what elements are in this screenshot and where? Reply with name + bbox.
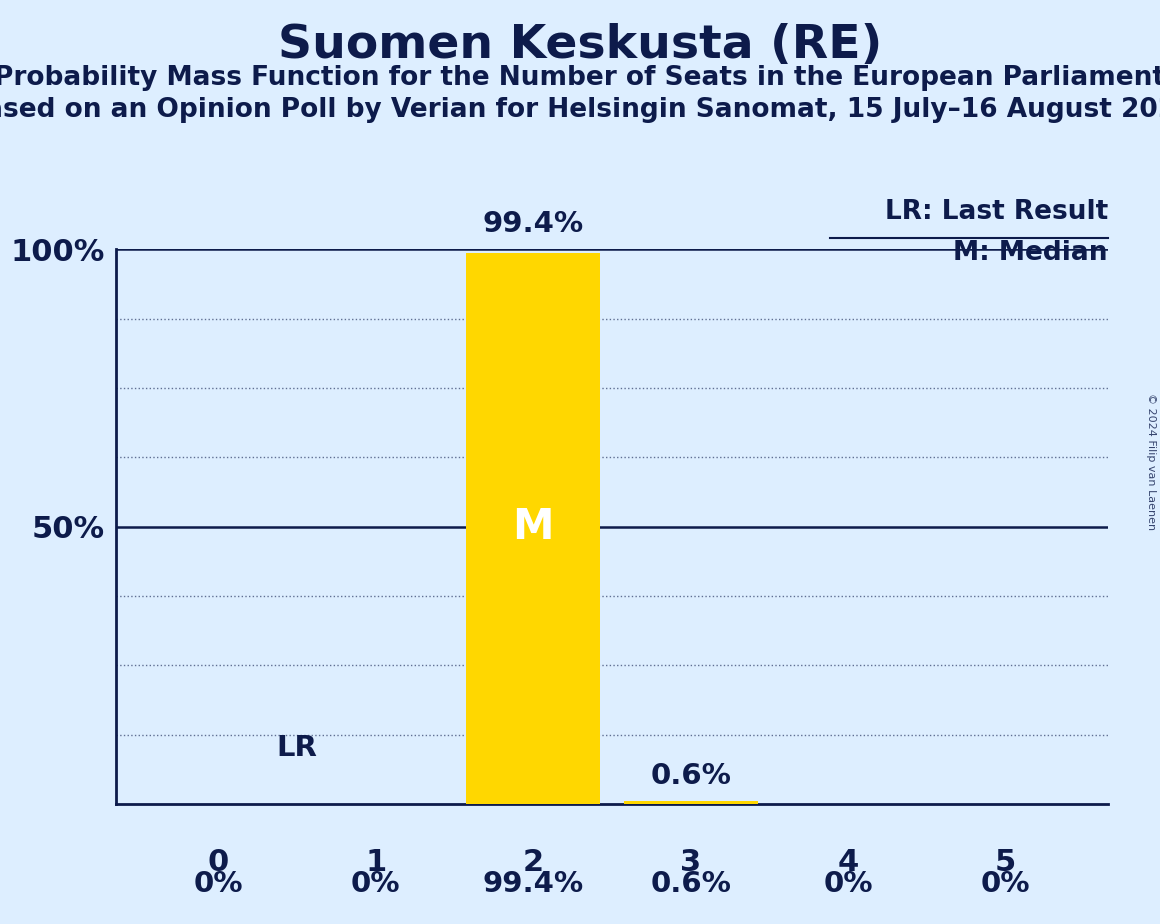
Text: 0%: 0% [194,870,244,898]
Text: 0%: 0% [351,870,400,898]
Text: 0.6%: 0.6% [650,762,731,790]
Text: 99.4%: 99.4% [483,870,583,898]
Text: 99.4%: 99.4% [483,211,583,238]
Bar [624,800,757,804]
Text: 0%: 0% [980,870,1030,898]
Text: Probability Mass Function for the Number of Seats in the European Parliament: Probability Mass Function for the Number… [0,65,1160,91]
Text: 0.6%: 0.6% [650,870,731,898]
Bar [466,253,600,804]
Text: Based on an Opinion Poll by Verian for Helsingin Sanomat, 15 July–16 August 2024: Based on an Opinion Poll by Verian for H… [0,97,1160,123]
Text: LR: Last Result: LR: Last Result [885,199,1108,225]
Text: M: M [513,505,554,548]
Text: © 2024 Filip van Laenen: © 2024 Filip van Laenen [1146,394,1155,530]
Text: LR: LR [276,735,318,762]
Text: 0%: 0% [824,870,872,898]
Text: Suomen Keskusta (RE): Suomen Keskusta (RE) [278,23,882,68]
Text: M: Median: M: Median [954,239,1108,265]
